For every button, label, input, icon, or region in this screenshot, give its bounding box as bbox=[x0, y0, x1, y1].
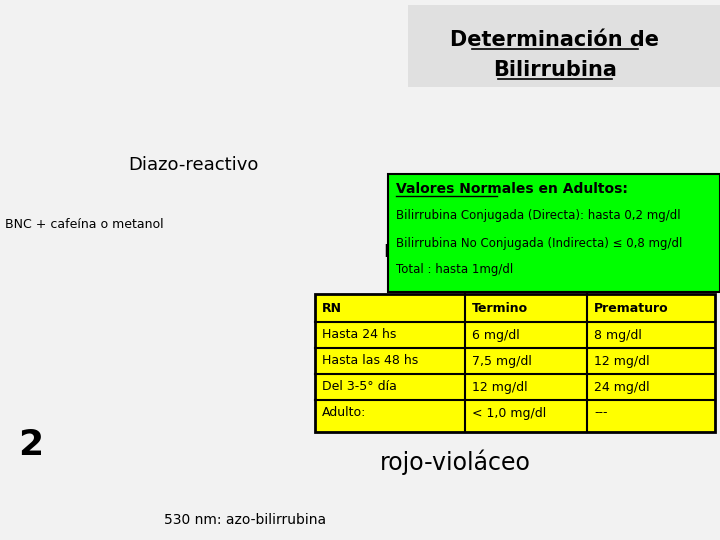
Text: Prematuro: Prematuro bbox=[594, 301, 669, 314]
Text: ---: --- bbox=[594, 407, 608, 420]
Text: 7,5 mg/dl: 7,5 mg/dl bbox=[472, 354, 532, 368]
Text: rojo-violáceo: rojo-violáceo bbox=[379, 449, 531, 475]
Text: 12 mg/dl: 12 mg/dl bbox=[472, 381, 528, 394]
Text: 530 nm: azo-bilirrubina: 530 nm: azo-bilirrubina bbox=[164, 513, 326, 527]
Bar bbox=[408, 5, 720, 87]
Bar bbox=[388, 174, 720, 292]
Text: Bilirrubina Conjugada (Directa): hasta 0,2 mg/dl: Bilirrubina Conjugada (Directa): hasta 0… bbox=[396, 210, 680, 222]
Text: Diazo-reactivo: Diazo-reactivo bbox=[128, 156, 258, 174]
Text: < 1,0 mg/dl: < 1,0 mg/dl bbox=[472, 407, 546, 420]
Text: RN: RN bbox=[322, 301, 342, 314]
Text: Hasta 24 hs: Hasta 24 hs bbox=[322, 328, 397, 341]
Text: Termino: Termino bbox=[472, 301, 528, 314]
Text: Bilirrubina: Bilirrubina bbox=[384, 243, 477, 261]
Text: BNC + cafeína o metanol: BNC + cafeína o metanol bbox=[5, 219, 163, 232]
Text: 24 mg/dl: 24 mg/dl bbox=[594, 381, 649, 394]
Text: Determinación de: Determinación de bbox=[451, 30, 660, 50]
Text: Total : hasta 1mg/dl: Total : hasta 1mg/dl bbox=[396, 264, 513, 276]
Bar bbox=[315, 294, 715, 432]
Text: Hasta las 48 hs: Hasta las 48 hs bbox=[322, 354, 418, 368]
Text: 2: 2 bbox=[18, 428, 43, 462]
Text: Bilirrubina No Conjugada (Indirecta) ≤ 0,8 mg/dl: Bilirrubina No Conjugada (Indirecta) ≤ 0… bbox=[396, 237, 683, 249]
Text: Del 3-5° día: Del 3-5° día bbox=[322, 381, 397, 394]
Text: 8 mg/dl: 8 mg/dl bbox=[594, 328, 642, 341]
Text: Adulto:: Adulto: bbox=[322, 407, 366, 420]
Text: Bilirrubina: Bilirrubina bbox=[493, 60, 617, 80]
Text: Valores Normales en Adultos:: Valores Normales en Adultos: bbox=[396, 182, 628, 196]
Text: 6 mg/dl: 6 mg/dl bbox=[472, 328, 520, 341]
Text: 12 mg/dl: 12 mg/dl bbox=[594, 354, 649, 368]
